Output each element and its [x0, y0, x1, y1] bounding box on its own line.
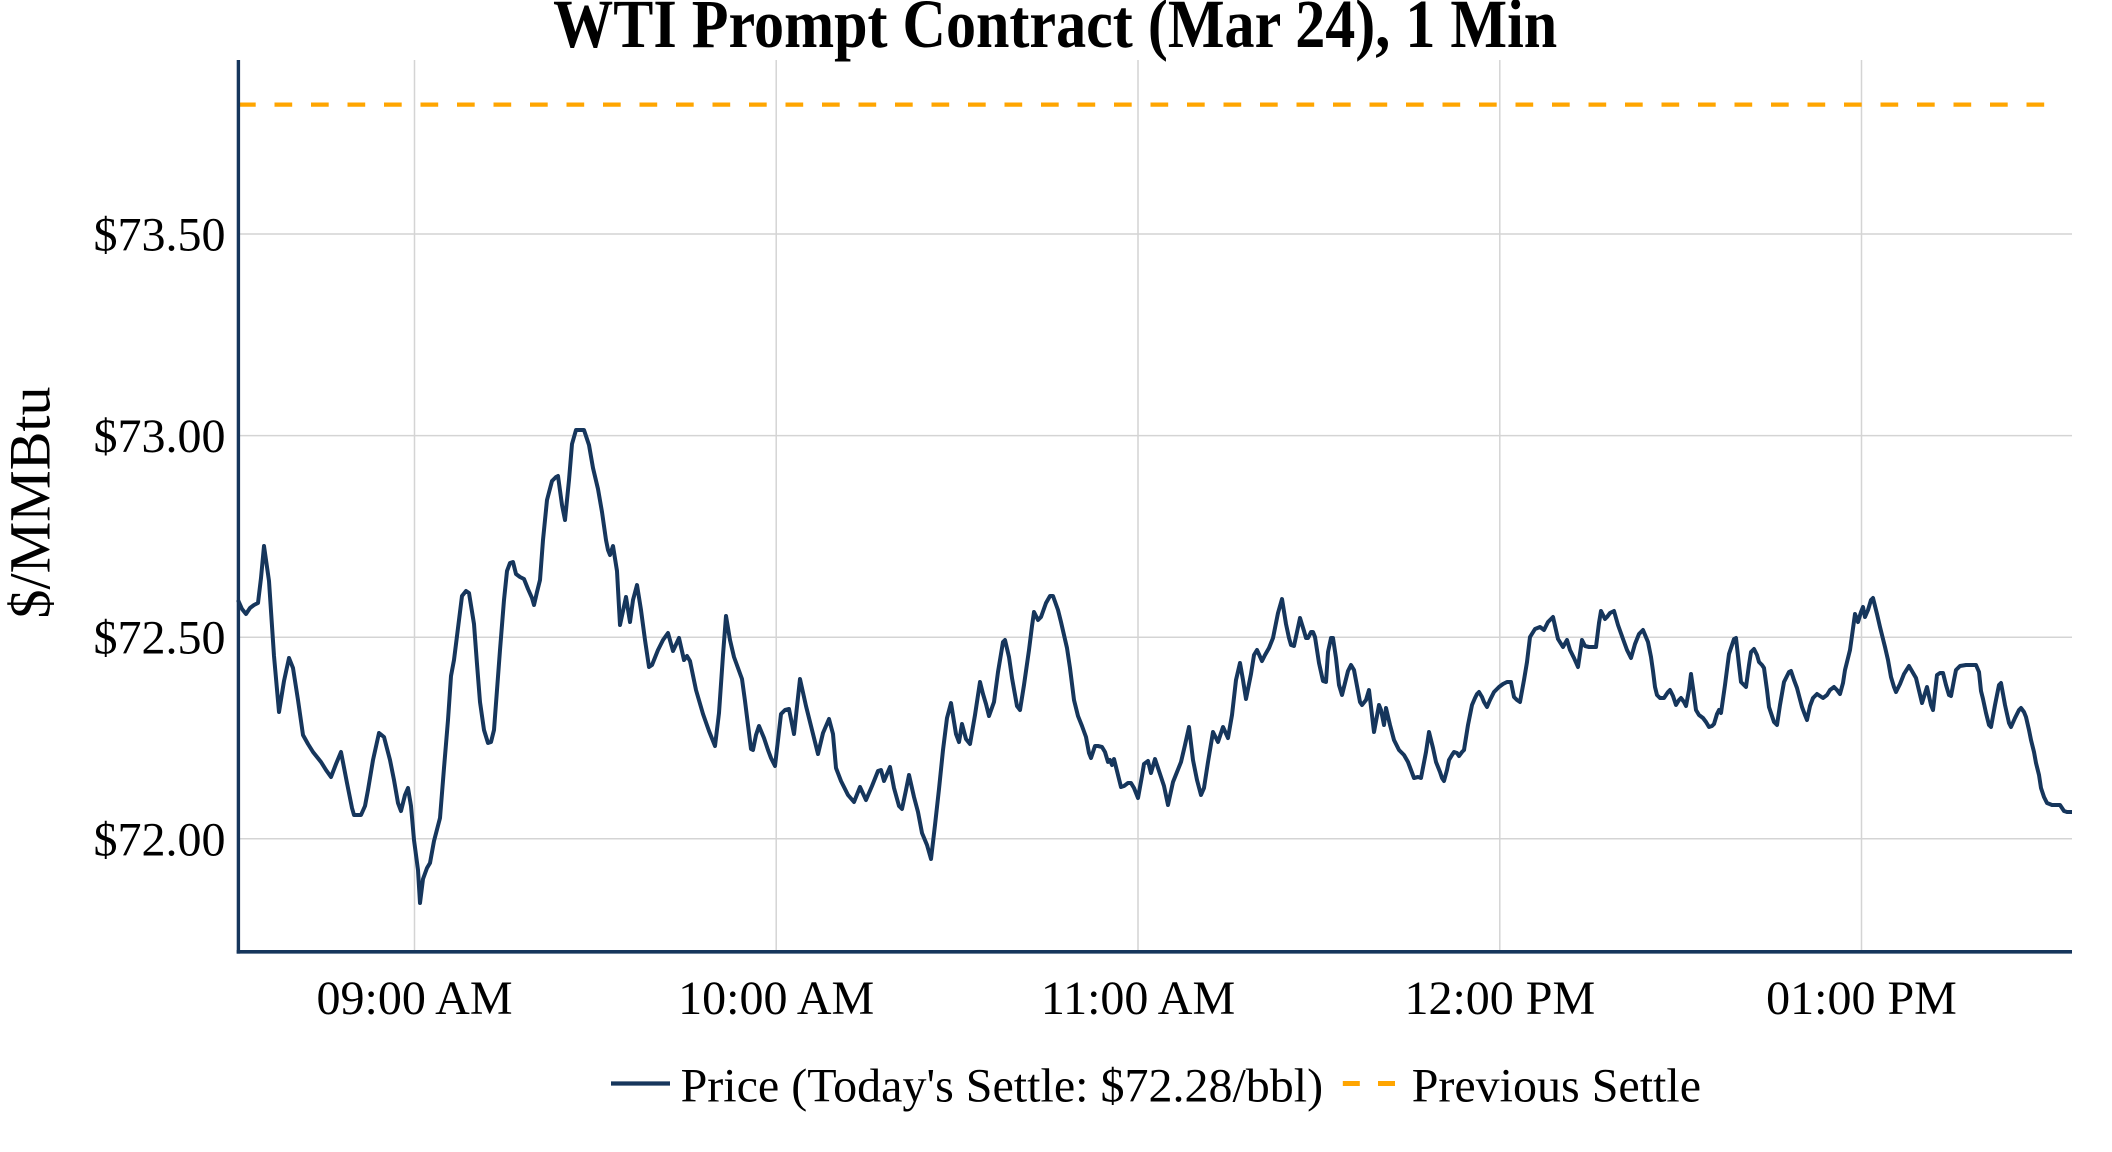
svg-text:$73.50: $73.50 [94, 209, 226, 262]
svg-text:$73.00: $73.00 [94, 410, 226, 463]
svg-text:$72.00: $72.00 [94, 813, 226, 866]
svg-text:11:00 AM: 11:00 AM [1041, 972, 1235, 1025]
svg-text:Previous Settle: Previous Settle [1412, 1060, 1701, 1113]
svg-text:09:00 AM: 09:00 AM [316, 972, 512, 1025]
svg-text:12:00 PM: 12:00 PM [1404, 972, 1595, 1025]
svg-text:01:00 PM: 01:00 PM [1766, 972, 1957, 1025]
svg-text:WTI Prompt Contract (Mar 24),: WTI Prompt Contract (Mar 24), 1 Min [553, 0, 1557, 62]
svg-text:$72.50: $72.50 [94, 612, 226, 665]
svg-text:$/MMBtu: $/MMBtu [0, 386, 63, 618]
svg-text:10:00 AM: 10:00 AM [678, 972, 874, 1025]
svg-text:Price (Today's Settle: $72.28/: Price (Today's Settle: $72.28/bbl) [681, 1060, 1324, 1113]
